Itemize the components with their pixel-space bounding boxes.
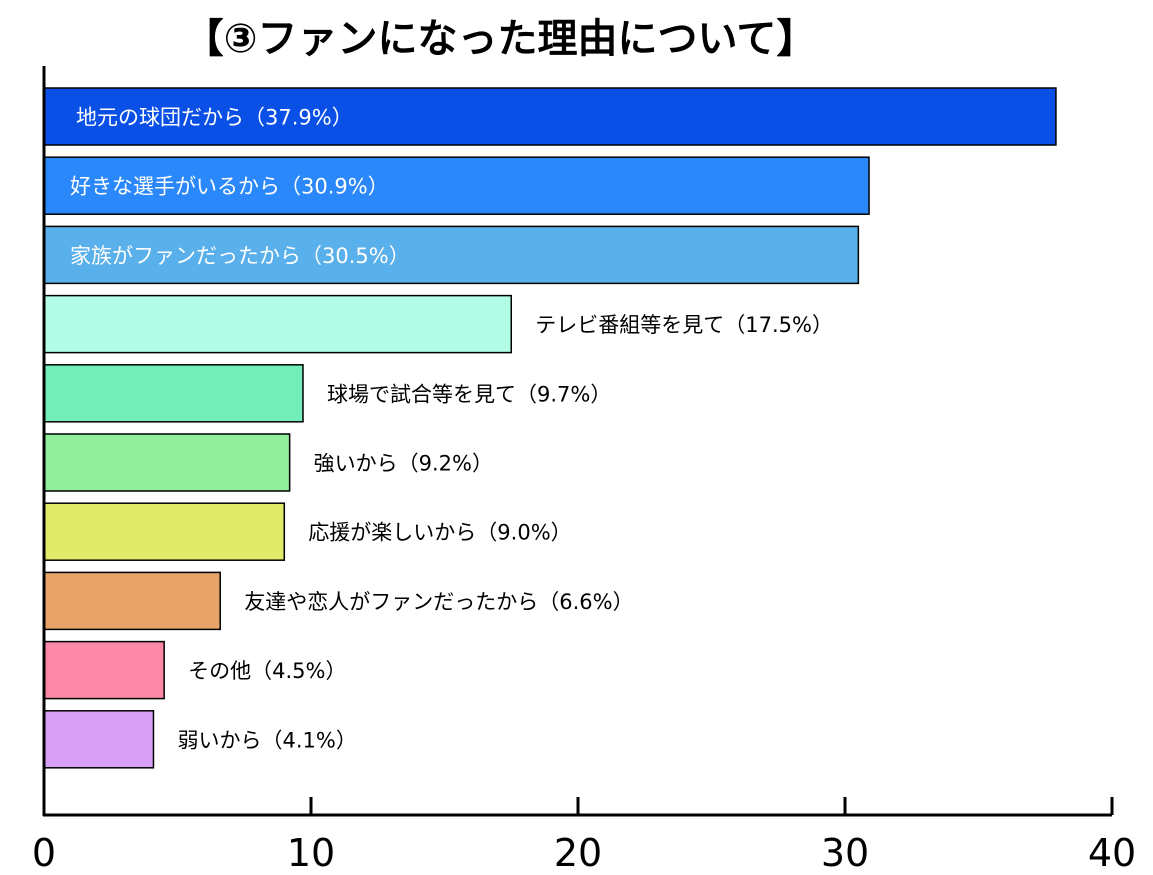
bar-label: 強いから（9.2%） bbox=[314, 452, 493, 476]
x-axis-ticks: 0 10 20 30 40 bbox=[32, 797, 1136, 875]
bar bbox=[43, 502, 286, 561]
x-tick-label: 30 bbox=[821, 831, 869, 875]
bar-label: 球場で試合等を見て（9.7%） bbox=[327, 382, 611, 406]
bar-label: 応援が楽しいから（9.0%） bbox=[308, 521, 571, 545]
x-tick-label: 20 bbox=[554, 831, 602, 875]
bar bbox=[43, 87, 1057, 146]
bar-label: その他（4.5%） bbox=[188, 659, 346, 683]
bar bbox=[43, 364, 304, 423]
bar bbox=[43, 225, 860, 285]
x-tick-label: 0 bbox=[32, 831, 56, 875]
bar-label: テレビ番組等を見て（17.5%） bbox=[535, 313, 833, 337]
bars-group: 地元の球団だから（37.9%） 好きな選手がいるから（30.9%） 家族がファンだっ… bbox=[43, 87, 1057, 769]
bar bbox=[43, 433, 291, 492]
chart-title: 【③ファンになった理由について】 bbox=[183, 16, 817, 62]
bar-label: 弱いから（4.1%） bbox=[177, 728, 356, 752]
bar bbox=[43, 156, 870, 215]
bar bbox=[43, 640, 165, 700]
bar-label: 友達や恋人がファンだったから（6.6%） bbox=[244, 590, 633, 614]
bar bbox=[43, 294, 512, 354]
bar bbox=[43, 710, 155, 769]
bar bbox=[43, 571, 221, 631]
bar-label: 好きな選手がいるから（30.9%） bbox=[70, 175, 389, 199]
bar-label: 家族がファンだったから（30.5%） bbox=[70, 244, 410, 268]
x-tick-label: 10 bbox=[287, 831, 335, 875]
x-tick-label: 40 bbox=[1088, 831, 1136, 875]
bar-label: 地元の球団だから（37.9%） bbox=[76, 106, 353, 130]
